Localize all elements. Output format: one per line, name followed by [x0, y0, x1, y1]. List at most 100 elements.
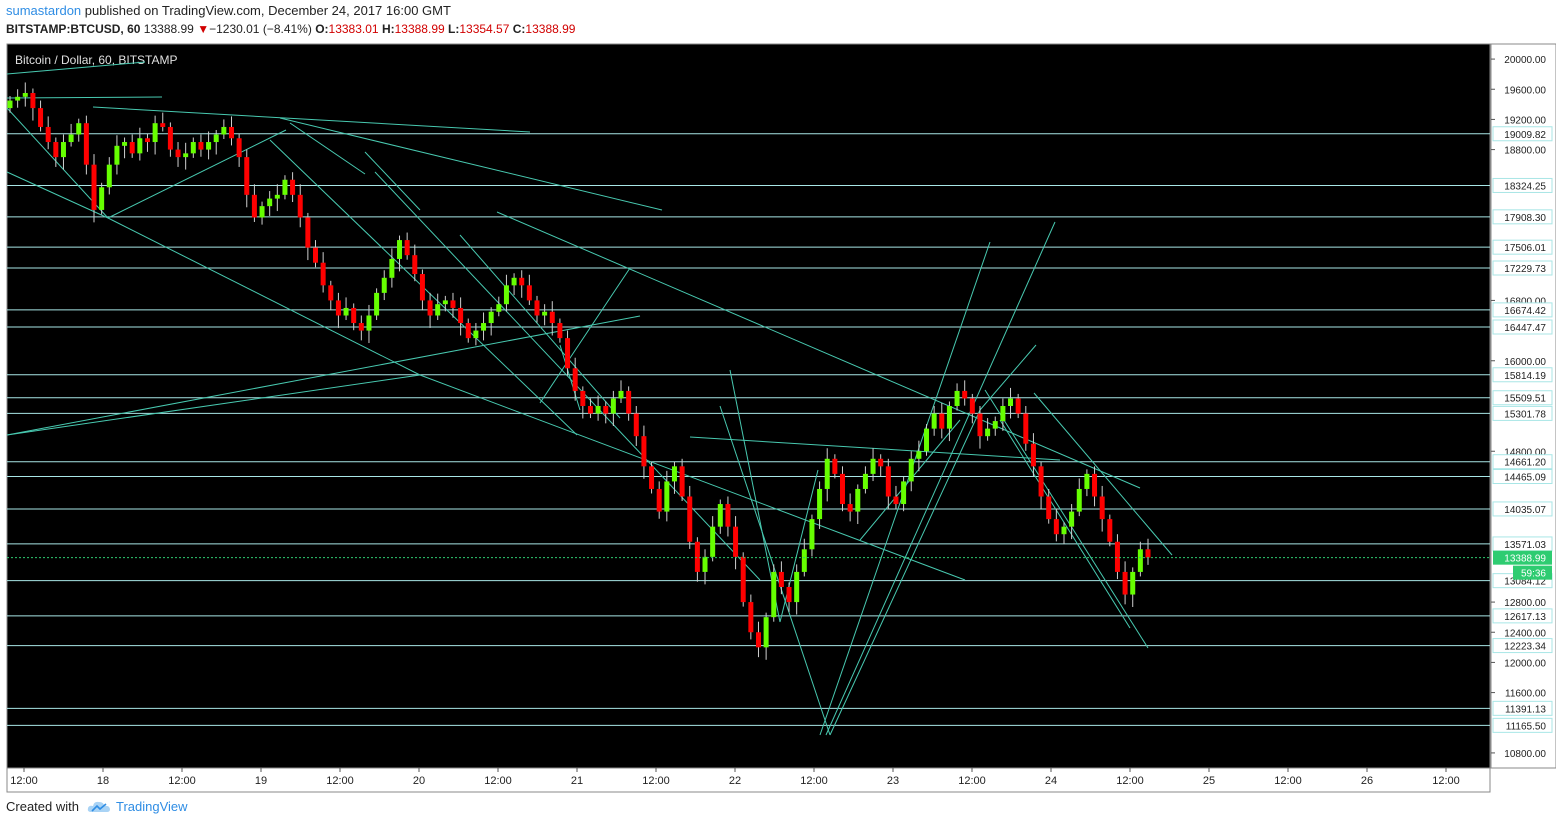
candle-down: [1092, 473, 1098, 497]
candle-down: [977, 413, 983, 437]
candle-up: [794, 571, 800, 603]
candle-down: [167, 126, 173, 150]
chart-title: Bitcoin / Dollar, 60, BITSTAMP: [15, 53, 178, 67]
x-tick-label: 25: [1203, 775, 1215, 787]
trendline: [419, 374, 966, 581]
candle-up: [916, 451, 922, 459]
time-axis[interactable]: [6, 767, 1491, 793]
candle-up: [1069, 511, 1075, 527]
x-tick-label: 20: [413, 775, 425, 787]
candle-up: [763, 617, 769, 648]
trendline: [92, 106, 531, 133]
candle-down: [878, 458, 884, 467]
candle-down: [748, 602, 754, 633]
candle-up: [15, 96, 21, 101]
y-tick-label: 16000.00: [1504, 357, 1546, 368]
candle-up: [496, 304, 502, 312]
candle-down: [1107, 519, 1113, 542]
price-chart[interactable]: Bitcoin / Dollar, 60, BITSTAMP 20000.00 19…: [0, 0, 1556, 795]
candle-down: [679, 466, 685, 497]
candle-up: [595, 406, 601, 414]
candle-down: [1053, 519, 1059, 535]
level-price-box: [1492, 177, 1553, 193]
author-link[interactable]: sumastardon: [6, 3, 82, 18]
x-tick-label: 22: [729, 775, 741, 787]
brand-label: TradingView: [115, 799, 188, 814]
level-price-label: 19009.82: [1504, 130, 1546, 141]
trendline: [689, 436, 1061, 461]
trendline: [825, 221, 1056, 736]
close-value: 13388.99: [525, 22, 576, 36]
candle-down: [1114, 541, 1120, 572]
tradingview-link[interactable]: TradingView: [87, 799, 188, 814]
x-tick-label: 18: [97, 775, 109, 787]
candle-up: [206, 142, 212, 150]
candle-down: [175, 149, 181, 158]
open-value: 13383.01: [328, 22, 379, 36]
level-price-label: 14661.20: [1504, 458, 1546, 469]
level-price-label: 16674.42: [1504, 306, 1546, 317]
y-tick-label: 14800.00: [1504, 447, 1546, 458]
level-price-box: [1492, 405, 1553, 421]
level-price-label: 12617.13: [1504, 612, 1546, 623]
countdown-box: [1513, 565, 1552, 580]
level-price-box: [1492, 126, 1553, 142]
candle-up: [901, 481, 907, 505]
plot-area[interactable]: [6, 43, 1491, 769]
tradingview-cloud-icon: [87, 801, 110, 812]
candle-down: [740, 556, 746, 603]
down-arrow-icon: ▼: [197, 22, 210, 36]
candle-up: [374, 292, 380, 316]
candle-up: [618, 390, 624, 399]
candle-up: [99, 187, 105, 210]
trendline: [496, 211, 1141, 489]
candle-down: [412, 255, 418, 275]
x-tick-label: 21: [571, 775, 583, 787]
candle-down: [236, 138, 242, 158]
trendline: [984, 389, 1149, 649]
published-text: published on TradingView.com, December 2…: [84, 3, 451, 18]
candle-down: [649, 466, 655, 489]
candle-down: [633, 413, 639, 437]
candle-up: [190, 142, 196, 154]
trendline: [1033, 392, 1173, 556]
trendline: [999, 419, 1131, 629]
candle-down: [962, 390, 968, 399]
candle-up: [542, 311, 548, 316]
trendline: [364, 151, 421, 211]
trendline: [107, 217, 421, 376]
candle-down: [38, 108, 44, 127]
level-price-label: 15509.51: [1504, 394, 1546, 405]
candle-down: [1145, 549, 1151, 558]
trendline: [6, 374, 421, 436]
candle-down: [1015, 398, 1021, 414]
x-tick-label: 12:00: [168, 775, 196, 787]
candle-down: [1046, 496, 1052, 520]
candle-up: [221, 126, 227, 135]
high-label: H:: [381, 22, 395, 36]
trendline: [559, 344, 581, 411]
candle-up: [274, 194, 280, 199]
y-tick-label: 20000.00: [1504, 55, 1546, 66]
current-price-label: 13388.99: [1504, 554, 1546, 565]
level-price-box: [1492, 608, 1553, 624]
candle-down: [404, 240, 410, 256]
candle-up: [1076, 488, 1082, 512]
candle-down: [1023, 413, 1029, 444]
x-tick-label: 24: [1045, 775, 1057, 787]
level-price-label: 16447.47: [1504, 323, 1546, 334]
candle-up: [481, 323, 487, 331]
candle-up: [908, 458, 914, 482]
candle-down: [335, 300, 341, 316]
candle-up: [817, 488, 823, 520]
high-value: 13388.99: [394, 22, 445, 36]
candle-down: [427, 300, 433, 316]
candle-up: [664, 481, 670, 512]
candle-up: [985, 428, 991, 437]
countdown-label: 59:36: [1521, 569, 1546, 580]
candle-down: [549, 311, 555, 324]
current-price-box: [1493, 550, 1552, 565]
level-price-box: [1492, 700, 1553, 716]
candle-down: [160, 123, 166, 127]
y-tick-label: 11600.00: [1505, 689, 1546, 700]
